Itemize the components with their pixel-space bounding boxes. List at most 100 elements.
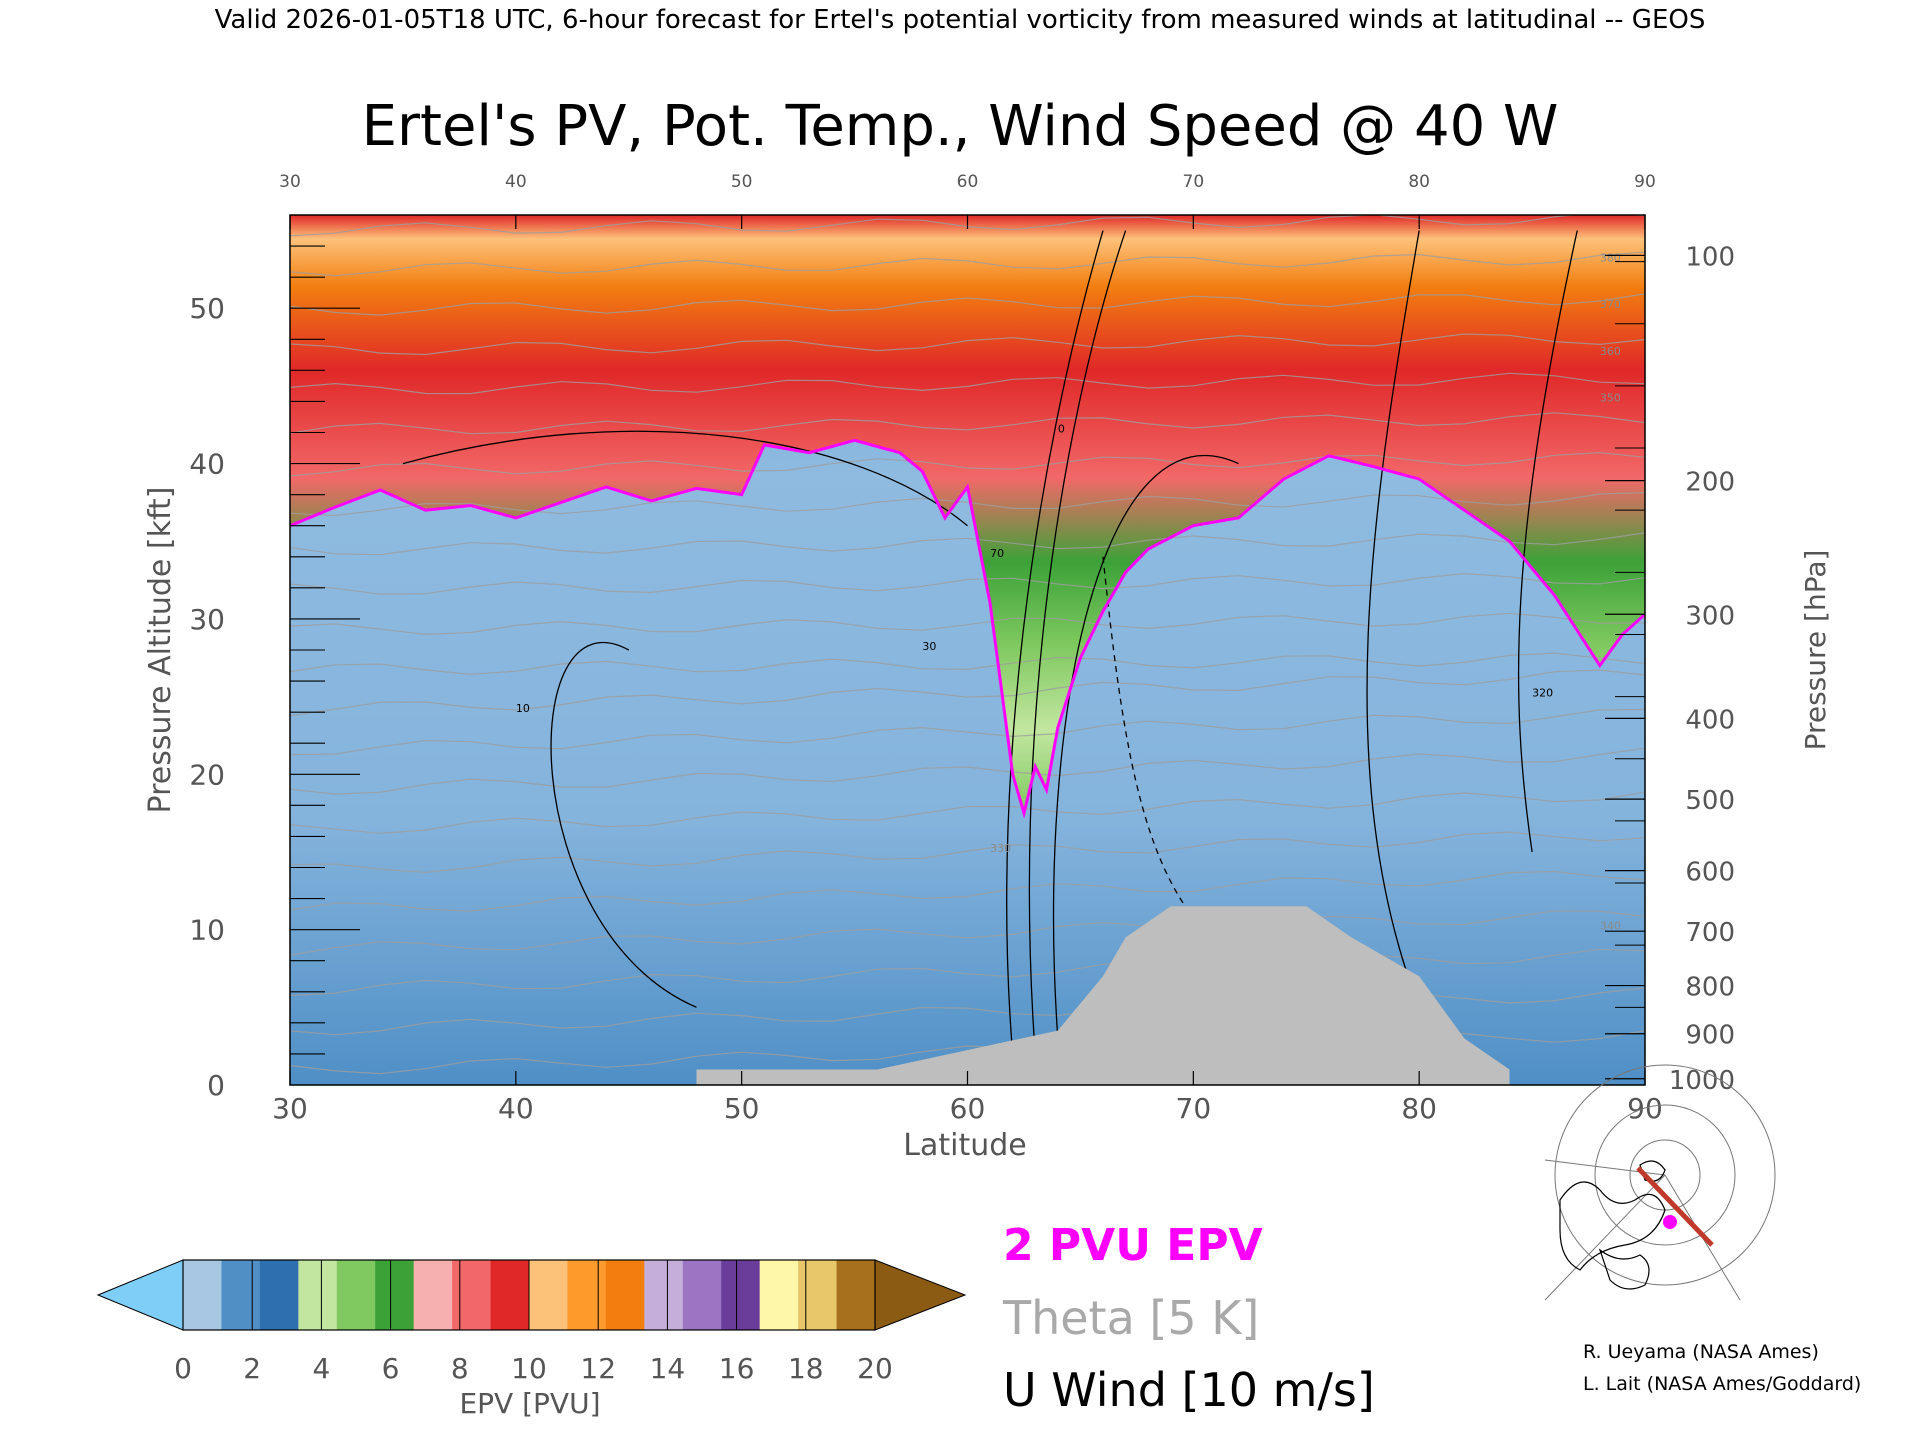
y-tick-label: 0	[207, 1069, 225, 1102]
theta-line	[290, 572, 1645, 595]
contour-label: 350	[1600, 391, 1621, 404]
locator-map	[1540, 1064, 1776, 1305]
chart-title: Ertel's PV, Pot. Temp., Wind Speed @ 40 …	[362, 94, 1559, 159]
colorbar-frame	[182, 1259, 876, 1331]
pressure-tick-label: 900	[1685, 1021, 1735, 1051]
pressure-tick-label: 800	[1685, 973, 1735, 1003]
colorbar-swatch	[567, 1260, 607, 1330]
colorbar-swatch	[605, 1260, 645, 1330]
contour-label: 320	[1532, 687, 1553, 700]
contour-label: 360	[1600, 345, 1621, 358]
pressure-tick-label: 100	[1685, 242, 1735, 272]
pressure-tick-label: 1000	[1669, 1066, 1735, 1096]
legend-theta: Theta [5 K]	[1002, 1291, 1259, 1345]
theta-line	[290, 948, 1645, 997]
colorbar-tick-label: 16	[719, 1352, 755, 1385]
credit-line-1: R. Ueyama (NASA Ames)	[1583, 1341, 1819, 1363]
x-tick-label: 60	[950, 1092, 986, 1125]
pressure-tick-label: 600	[1685, 858, 1735, 888]
theta-line	[290, 612, 1645, 636]
colorbar-swatch	[644, 1260, 684, 1330]
theta-line	[290, 412, 1645, 435]
theta-line	[290, 669, 1645, 717]
credit-line-2: L. Lait (NASA Ames/Goddard)	[1583, 1373, 1861, 1395]
pressure-tick-label: 500	[1685, 786, 1735, 816]
x-tick-label-top: 60	[957, 172, 979, 192]
theta-line	[290, 831, 1645, 874]
y-tick-label: 50	[189, 292, 225, 325]
contour-label: 30	[922, 640, 936, 653]
colorbar-high-arrow	[874, 1259, 967, 1331]
colorbar-tick-label: 4	[312, 1352, 330, 1385]
theta-line	[290, 451, 1645, 477]
theta-line	[290, 251, 1645, 277]
colorbar-swatch	[452, 1260, 492, 1330]
y2-axis-label: Pressure [hPa]	[1799, 550, 1832, 751]
x-tick-label-top: 30	[279, 172, 301, 192]
wind-line	[1366, 230, 1420, 1008]
wind-contours	[402, 230, 1578, 1054]
contour-label: 340	[1600, 920, 1621, 933]
wind-line	[1006, 230, 1104, 1054]
colorbar-swatch	[375, 1260, 415, 1330]
theta-line	[290, 333, 1645, 356]
x-tick-label: 70	[1176, 1092, 1212, 1125]
pressure-tick-label: 400	[1685, 705, 1735, 735]
colorbar-swatch	[721, 1260, 761, 1330]
theta-line	[290, 652, 1645, 675]
axes: 3030404050506060707080809090010203040501…	[189, 172, 1735, 1125]
theta-line	[290, 492, 1645, 517]
colorbar: 0 2 4 6 8 10 12 14 16 18 20	[96, 1259, 967, 1385]
location-marker	[1663, 1215, 1677, 1229]
contour-label: 10	[516, 702, 530, 715]
y-axis-label: Pressure Altitude [kft]	[143, 487, 178, 814]
x-tick-label: 30	[272, 1092, 308, 1125]
plot-area: 0 10 30 70 320 330 340 350 360 370 380	[290, 215, 1645, 1085]
x-tick-label-top: 50	[731, 172, 753, 192]
wind-line	[402, 430, 968, 527]
theta-line	[290, 910, 1645, 956]
contour-label: 370	[1600, 298, 1621, 311]
colorbar-swatch	[529, 1260, 568, 1330]
x-axis-label: Latitude	[903, 1128, 1026, 1163]
colorbar-swatch	[336, 1260, 376, 1330]
theta-line	[290, 791, 1645, 834]
x-tick-label-top: 90	[1634, 172, 1656, 192]
colorbar-swatch	[798, 1260, 838, 1330]
colorbar-swatch	[221, 1260, 261, 1330]
contour-label: 70	[990, 547, 1004, 560]
pv-2pvu-contour	[290, 438, 1645, 819]
contour-label: 0	[1058, 423, 1065, 436]
x-tick-label: 80	[1401, 1092, 1437, 1125]
legend-uwind: U Wind [10 m/s]	[1003, 1363, 1375, 1417]
colorbar-swatch	[298, 1260, 338, 1330]
colorbar-label: EPV [PVU]	[459, 1387, 600, 1420]
topography-mask	[696, 906, 1510, 1085]
pressure-tick-label: 200	[1685, 468, 1735, 498]
pressure-tick-label: 300	[1685, 601, 1735, 631]
x-tick-label: 40	[498, 1092, 534, 1125]
x-tick-label-top: 80	[1408, 172, 1430, 192]
y-tick-label: 10	[189, 914, 225, 947]
x-tick-label: 50	[724, 1092, 760, 1125]
colorbar-tick-label: 2	[243, 1352, 261, 1385]
colorbar-tick-label: 12	[580, 1352, 616, 1385]
wind-line	[1052, 455, 1239, 1039]
colorbar-tick-label: 8	[451, 1352, 469, 1385]
colorbar-swatch	[183, 1260, 222, 1330]
colorbar-tick-label: 10	[511, 1352, 547, 1385]
theta-line	[290, 532, 1645, 556]
colorbar-swatch	[490, 1260, 530, 1330]
wind-line	[550, 641, 697, 1008]
x-tick-label: 90	[1627, 1092, 1663, 1125]
theta-line	[290, 709, 1645, 756]
colorbar-swatch	[682, 1260, 722, 1330]
colorbar-tick-label: 14	[650, 1352, 686, 1385]
legend-2pvu: 2 PVU EPV	[1003, 1220, 1263, 1271]
colorbar-swatch	[759, 1260, 799, 1330]
colorbar-swatch	[259, 1260, 299, 1330]
y-tick-label: 30	[189, 603, 225, 636]
pressure-tick-label: 700	[1685, 918, 1735, 948]
colorbar-tick-label: 0	[174, 1352, 192, 1385]
